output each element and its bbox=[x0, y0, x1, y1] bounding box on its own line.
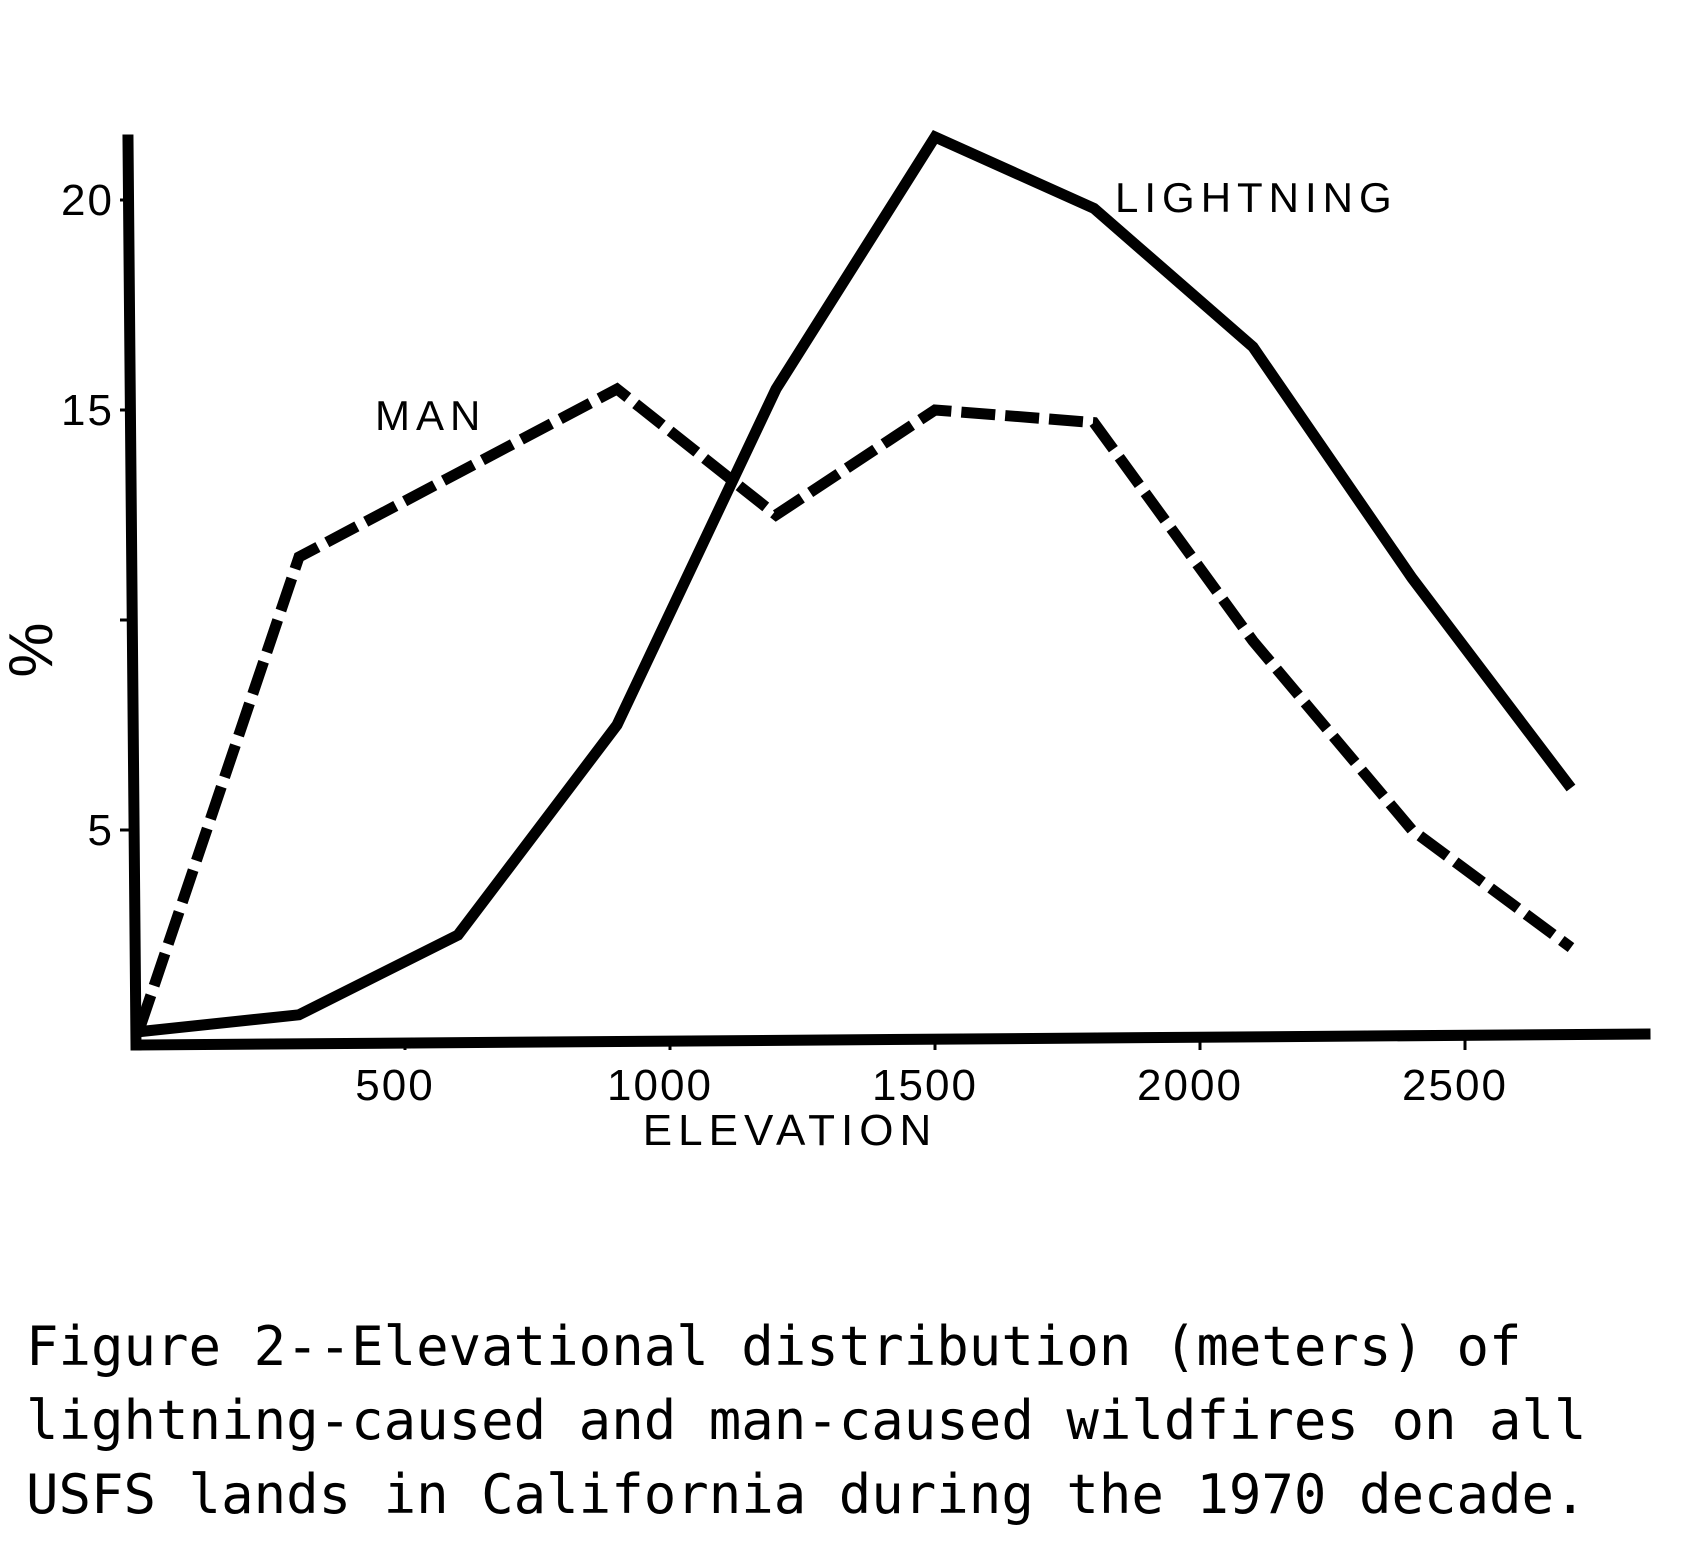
axes bbox=[120, 134, 1651, 1051]
x-tick-label: 500 bbox=[355, 1061, 434, 1110]
x-tick-label: 1500 bbox=[872, 1061, 978, 1110]
y-axis-title: % bbox=[0, 622, 66, 677]
series-label-man: MAN bbox=[375, 392, 486, 439]
x-axis-line bbox=[134, 1028, 1651, 1051]
labels-layer: 500 1000 1500 2000 2500 5 15 20 ELEVATION% MAN LIG… bbox=[0, 174, 1508, 1155]
series-label-lightning: LIGHTNING bbox=[1115, 174, 1398, 221]
x-tick-label: 2000 bbox=[1137, 1061, 1243, 1110]
series-line-man bbox=[134, 382, 1575, 1030]
x-tick-label: 2500 bbox=[1402, 1061, 1508, 1110]
y-axis-line bbox=[122, 134, 142, 1051]
x-tick-label: 1000 bbox=[607, 1061, 713, 1110]
y-tick-label: 5 bbox=[88, 806, 114, 855]
figure-caption: Figure 2--Elevational distribution (mete… bbox=[26, 1315, 1587, 1526]
series-layer bbox=[134, 130, 1576, 1038]
series-line-lightning bbox=[139, 130, 1576, 1038]
chart: 500 1000 1500 2000 2500 5 15 20 ELEVATION% MAN LIG… bbox=[0, 130, 1651, 1155]
x-axis-title: ELEVATION bbox=[643, 1106, 937, 1155]
y-tick-label: 20 bbox=[61, 176, 114, 225]
y-tick-label: 15 bbox=[61, 386, 114, 435]
